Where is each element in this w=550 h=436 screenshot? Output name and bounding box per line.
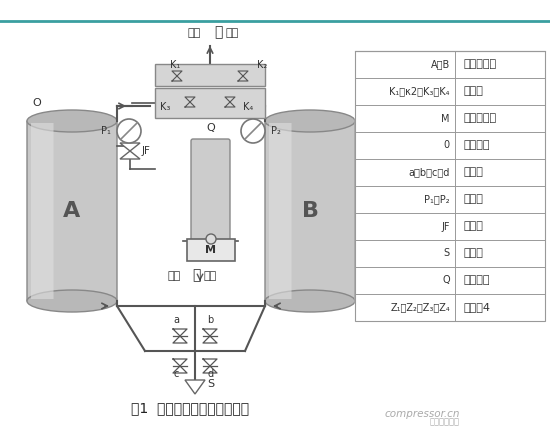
Bar [187,239,235,261]
Text: 消音器: 消音器 [463,249,483,259]
Ellipse shape [27,290,117,312]
Text: A: A [63,201,81,221]
Text: 电加热器: 电加热器 [463,276,490,286]
Text: K₁、κ2、K₃、K₄: K₁、κ2、K₃、K₄ [389,86,450,96]
Bar [155,64,265,86]
Ellipse shape [265,290,355,312]
Polygon shape [185,380,205,394]
Text: P₂: P₂ [271,126,281,136]
Text: S: S [444,249,450,259]
Text: a: a [173,315,179,325]
Text: Q: Q [206,123,215,133]
Text: 0: 0 [444,140,450,150]
Text: Z₁、Z₂、Z₃、Z₄: Z₁、Z₂、Z₃、Z₄ [390,303,450,313]
Text: 扩散器4: 扩散器4 [463,303,490,313]
Text: 进口: 进口 [203,271,216,281]
Text: compressor.cn: compressor.cn [385,409,460,419]
Text: K₁: K₁ [170,60,180,70]
FancyBboxPatch shape [31,123,53,299]
Circle shape [206,234,216,244]
Polygon shape [120,143,140,159]
Ellipse shape [27,110,117,132]
FancyBboxPatch shape [269,123,292,299]
Ellipse shape [265,110,355,132]
Text: 电磁阀组: 电磁阀组 [463,140,490,150]
Text: O: O [32,98,41,108]
Text: c: c [173,369,178,379]
FancyBboxPatch shape [191,139,230,243]
FancyBboxPatch shape [265,121,355,301]
Text: 中国压缩机网: 中国压缩机网 [430,418,460,426]
Text: P₁: P₁ [101,126,111,136]
Text: 调节器: 调节器 [463,221,483,232]
Text: Q: Q [442,276,450,286]
Text: 气体: 气体 [168,271,182,281]
Text: 吸附干燥筒: 吸附干燥筒 [463,59,496,69]
Text: S: S [207,379,214,389]
Text: B: B [301,201,318,221]
Text: K₄: K₄ [243,102,253,112]
Text: 单向阀: 单向阀 [463,86,483,96]
Bar [355,51,545,321]
Circle shape [241,119,265,143]
Text: M: M [206,245,217,255]
Circle shape [117,119,141,143]
Text: a、b、c、d: a、b、c、d [409,167,450,177]
Text: 图1  微热吸附式干燥机结构图: 图1 微热吸附式干燥机结构图 [131,401,249,415]
Text: M: M [442,113,450,123]
Text: 压力表: 压力表 [463,194,483,204]
Text: 程序控制器: 程序控制器 [463,113,496,123]
Text: 气动阀: 气动阀 [463,167,483,177]
Text: ）: ） [214,25,222,39]
FancyBboxPatch shape [27,121,117,301]
Text: b: b [207,315,213,325]
Text: A、B: A、B [431,59,450,69]
Text: JF: JF [442,221,450,232]
Text: d: d [207,369,213,379]
Bar [155,88,265,118]
Text: 出口: 出口 [226,28,239,38]
Bar [355,51,545,321]
Text: JF: JF [142,146,151,156]
Text: K₂: K₂ [257,60,267,70]
Text: P₁、P₂: P₁、P₂ [425,194,450,204]
Text: K₃: K₃ [160,102,170,112]
Text: ）: ） [192,268,200,282]
Text: 气体: 气体 [188,28,201,38]
